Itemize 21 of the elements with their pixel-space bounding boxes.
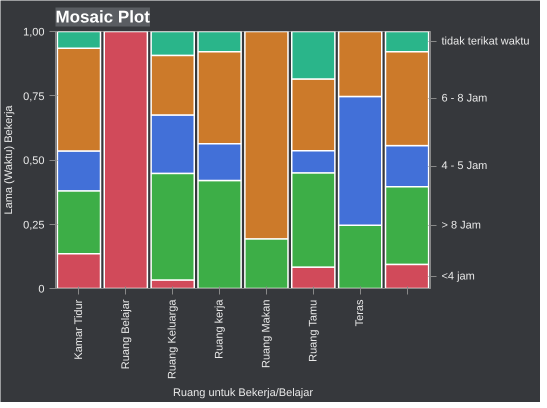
y-tick-label: 1,00: [23, 26, 45, 38]
bar: [104, 32, 148, 288]
x-axis-title: Ruang untuk Bekerja/Belajar: [172, 387, 314, 400]
series-label: <4 jam: [442, 270, 475, 282]
series-label: 4 - 5 Jam: [442, 160, 488, 172]
x-tick-label: Ruang Makan: [260, 299, 272, 368]
x-tick-label: Teras: [354, 299, 366, 326]
y-tick-label: 0,50: [23, 155, 45, 167]
y-tick-label: 0,25: [23, 219, 45, 232]
series-label: > 8 Jam: [442, 220, 481, 232]
y-axis-title: Lama (Waktu) Bekerja: [3, 104, 16, 215]
series-label: 6 - 8 Jam: [442, 92, 488, 105]
series-label: tidak terikat waktu: [442, 36, 530, 48]
x-tick-label: Ruang Tamu: [307, 300, 320, 362]
x-tick-label: Ruang Keluarga: [166, 298, 179, 380]
y-tick-label: 0,75: [23, 90, 45, 103]
x-tick-label: Kamar Tidur: [72, 299, 85, 360]
x-tick-label: Ruang Belajar: [120, 299, 132, 370]
chart-title: Mosaic Plot: [56, 8, 150, 26]
x-tick-label: Ruang kerja: [214, 298, 226, 359]
y-tick-label: 0: [38, 284, 45, 296]
